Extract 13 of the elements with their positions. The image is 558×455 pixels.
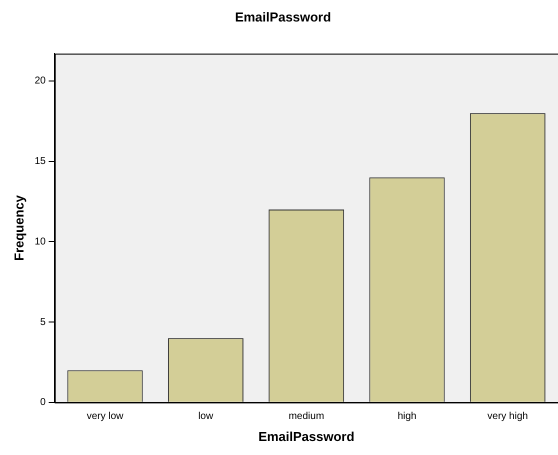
x-tick-label: high — [398, 411, 416, 422]
x-tick-label: very high — [487, 411, 528, 422]
x-tick-label: very low — [86, 411, 124, 422]
x-tick-label: medium — [288, 411, 324, 422]
chart-title: EmailPassword — [234, 9, 332, 24]
y-tick-label: 15 — [34, 156, 46, 168]
y-tick-label: 5 — [40, 316, 46, 328]
y-axis-title: Frequency — [11, 194, 26, 261]
x-tick-label: low — [198, 411, 214, 422]
y-tick-label: 20 — [34, 76, 46, 87]
x-axis-title: EmailPassword — [258, 428, 354, 444]
y-tick-label: 10 — [34, 236, 46, 248]
y-tick-label: 0 — [40, 397, 46, 408]
